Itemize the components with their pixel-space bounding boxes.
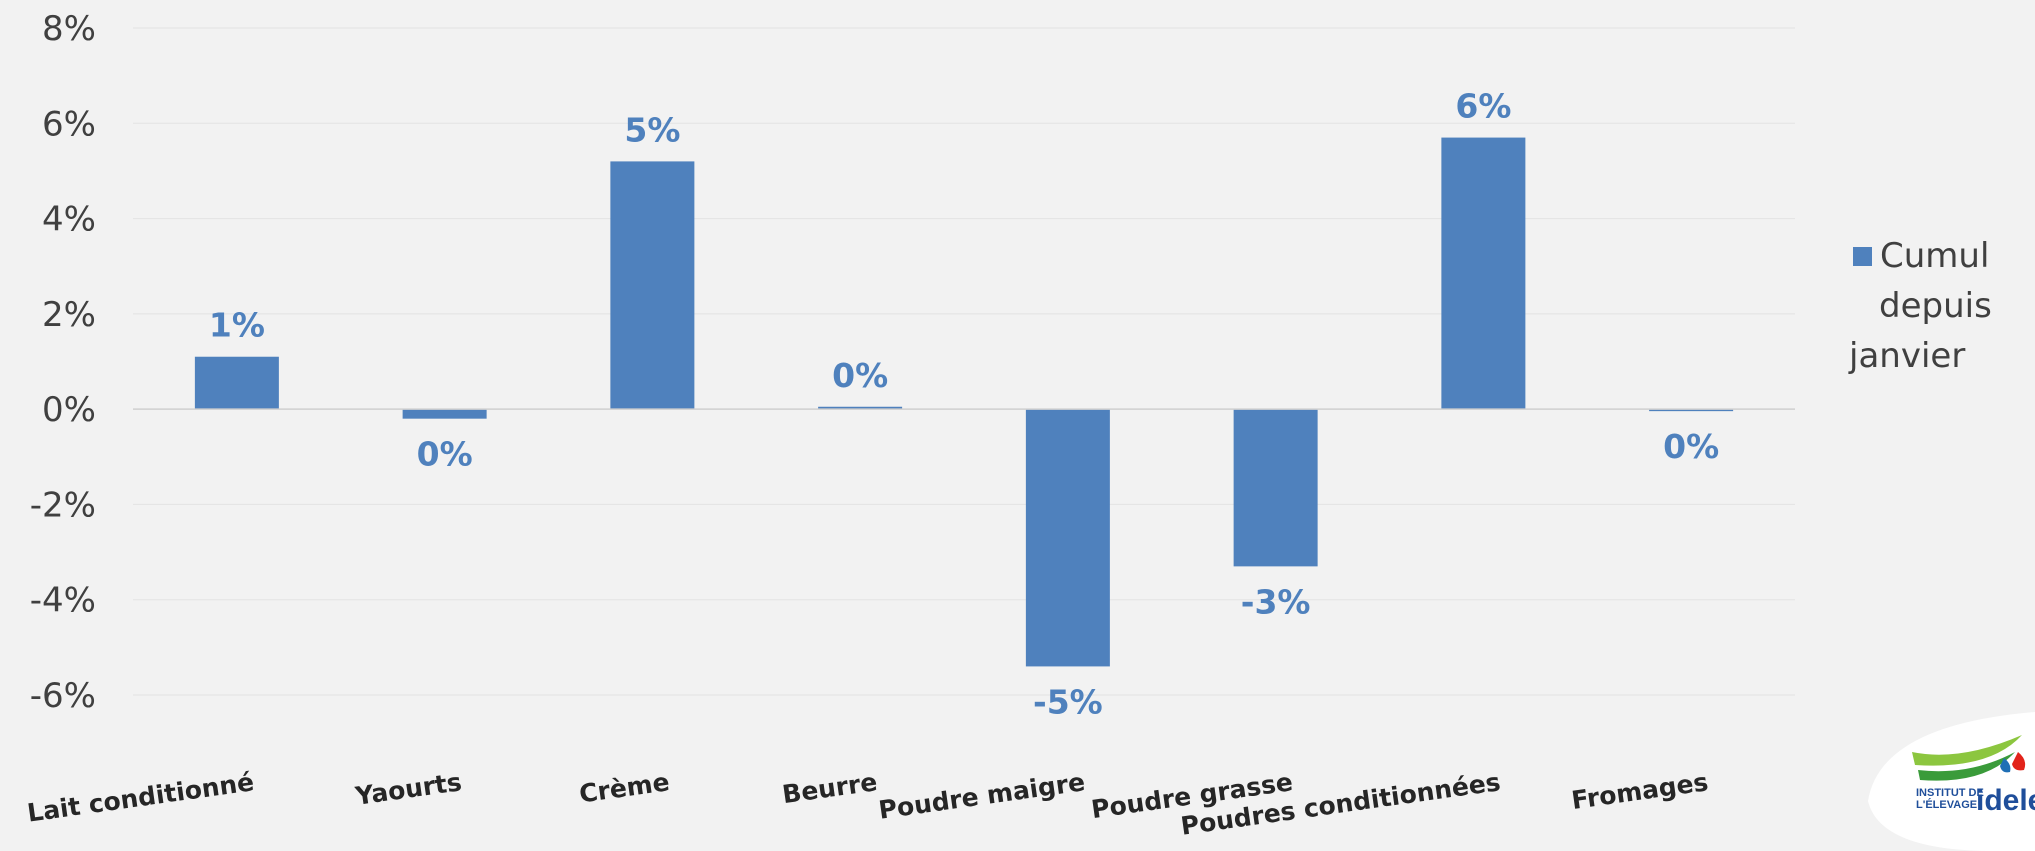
y-tick-label: -4% (30, 581, 96, 621)
y-tick-label: -2% (30, 485, 96, 525)
data-label: 0% (1663, 427, 1719, 466)
data-label: 6% (1455, 87, 1511, 126)
data-label: 1% (209, 306, 265, 345)
y-tick-label: -6% (30, 676, 96, 716)
data-label: -5% (1033, 682, 1103, 721)
bar (1441, 137, 1526, 410)
legend: Cumul depuis janvier (1848, 236, 1992, 376)
bar (1233, 409, 1318, 567)
logo-swoosh-green (1912, 735, 2022, 766)
bars (194, 137, 1734, 667)
logo-brand: idele (1976, 784, 2035, 817)
y-tick-label: 2% (42, 295, 96, 335)
bar (402, 409, 487, 419)
bar (1025, 409, 1110, 667)
logo-text-line1: INSTITUT DE (1916, 787, 1984, 799)
x-tick-label: Fromages (1570, 767, 1710, 815)
y-tick-label: 6% (42, 104, 96, 144)
logo-swoosh-darkgreen (1918, 752, 2015, 781)
y-tick-label: 8% (42, 9, 96, 49)
y-axis-ticks: 8% 6% 4% 2% 0% -2% -4% -6% (30, 9, 96, 716)
data-label: 0% (832, 356, 888, 395)
x-tick-label: Yaourts (353, 767, 464, 811)
x-tick-label: Crème (577, 767, 671, 808)
bar (194, 356, 279, 410)
x-tick-label: Beurre (780, 767, 879, 809)
logo-backdrop (1868, 712, 2035, 851)
legend-line-2: depuis (1879, 286, 1992, 326)
gridlines (133, 27, 1795, 696)
bar (610, 161, 695, 410)
x-tick-label: Lait conditionné (25, 767, 255, 828)
y-tick-label: 0% (42, 390, 96, 430)
legend-swatch (1853, 247, 1872, 266)
data-labels: 1% 0% 5% 0% -5% -3% 6% 0% (209, 87, 1719, 722)
data-label: 0% (417, 435, 473, 474)
logo-text-line2: L'ÉLEVAGE (1916, 798, 1977, 811)
data-label: 5% (624, 110, 680, 149)
idele-logo: INSTITUT DE L'ÉLEVAGE idele (1868, 712, 2035, 851)
data-label: -3% (1241, 582, 1311, 621)
bar (1649, 409, 1734, 412)
x-axis-ticks: Lait conditionné Yaourts Crème BeurrePoudre… (25, 767, 1710, 841)
bar (818, 406, 903, 410)
legend-line-1: Cumul (1880, 236, 1989, 276)
logo-drop-blue (2000, 758, 2011, 773)
legend-line-3: janvier (1848, 336, 1965, 376)
x-tick-label: Poudre maigre (877, 767, 1087, 825)
y-tick-label: 4% (42, 200, 96, 240)
logo-drop-red (2012, 752, 2026, 771)
